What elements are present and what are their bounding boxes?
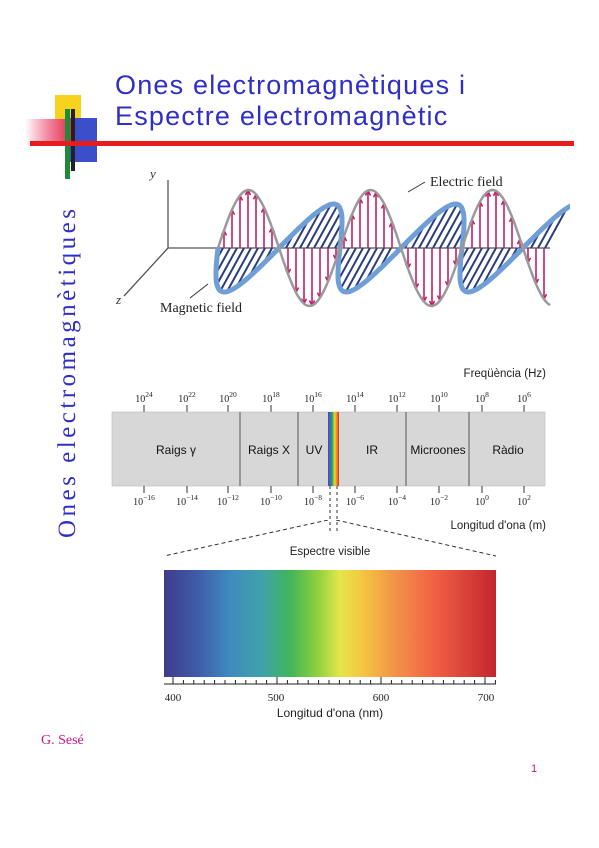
magnetic-arrow: [418, 212, 440, 249]
magnetic-field-wave: [213, 201, 570, 295]
frequency-tick-label: 1020: [219, 390, 237, 405]
band-microwave: Microones: [410, 443, 465, 457]
wavelength-tick-label: 10−6: [346, 493, 364, 508]
frequency-tick-label: 1022: [178, 390, 196, 405]
frequency-tick-label: 1024: [135, 390, 153, 405]
title-line-1: Ones electromagnètiques i: [115, 70, 467, 100]
y-axis-label: y: [148, 166, 156, 181]
magnetic-arrow: [471, 247, 497, 292]
magnetic-arrow: [344, 247, 371, 293]
wavelength-tick-label: 10−8: [304, 493, 322, 508]
magnetic-arrow: [460, 247, 483, 287]
electric-field-label: Electric field: [430, 175, 503, 190]
visible-tick-400: 400: [165, 692, 182, 704]
magnetic-arrow: [481, 247, 504, 287]
frequency-tick-label: 1014: [346, 390, 364, 405]
band-gamma: Raigs γ: [156, 443, 196, 457]
vertical-title: Ones electromagnètiques: [54, 205, 81, 539]
magnetic-arrow: [219, 247, 245, 292]
magnetic-arrow: [439, 207, 463, 249]
magnetic-label-pointer: [189, 283, 209, 299]
wavelength-tick-label: 10−14: [176, 493, 198, 508]
magnetic-arrow: [432, 203, 458, 249]
frequency-tick-label: 106: [517, 390, 531, 405]
magnetic-field-label: Magnetic field: [160, 301, 242, 316]
magnetic-arrow: [320, 211, 342, 249]
zoom-guide-right: [335, 520, 497, 557]
magnetic-arrow: [299, 208, 323, 249]
frequency-tick-label: 108: [475, 390, 489, 405]
title-line-2: Espectre electromagnètic: [115, 101, 449, 131]
visible-tick-500: 500: [268, 692, 285, 704]
visible-minor-ticks: [172, 677, 496, 684]
visible-spectrum: Espectre visible 400 500 600 700 Longitu…: [163, 520, 497, 720]
title-rule: [30, 141, 574, 146]
band-uv: UV: [306, 443, 323, 457]
wavelength-tick-label: 10−12: [217, 493, 239, 508]
em-spectrum: Freqüència (Hz) 1024 1022 1020 1018 1016 1014…: [111, 368, 547, 532]
wavelength-tick-label: 100: [475, 493, 489, 508]
visible-stripe: [328, 412, 339, 486]
magnetic-arrow: [446, 216, 465, 249]
magnetic-arrow: [235, 247, 259, 288]
electric-field-wave: [216, 188, 551, 308]
band-xray: Raigs X: [248, 443, 290, 457]
visible-tick-600: 600: [373, 692, 390, 704]
frequency-ticks: 1024 1022 1020 1018 1016 1014 1012 1010 108 106: [135, 390, 531, 412]
wavelength-tick-label: 10−2: [430, 493, 448, 508]
visible-tick-700: 700: [478, 692, 495, 704]
logo-dark-bar: [71, 109, 75, 171]
magnetic-arrow: [339, 247, 364, 290]
magnetic-arrow: [313, 204, 339, 249]
band-radio: Ràdio: [492, 443, 524, 457]
electric-label-pointer: [407, 181, 426, 193]
magnetic-arrow: [464, 247, 490, 292]
wavelength-ticks: 10−16 10−14 10−12 10−10 10−8 10−6 10−4 10−2 100 1…: [133, 486, 531, 508]
wavelength-label: Longitud d'ona (m): [450, 520, 546, 532]
z-axis-label: z: [115, 292, 121, 307]
frequency-tick-label: 1010: [430, 390, 448, 405]
frequency-tick-label: 1018: [262, 390, 280, 405]
author: G. Sesé: [41, 733, 84, 748]
magnetic-arrow: [425, 205, 451, 249]
frequency-tick-label: 1016: [304, 390, 322, 405]
frequency-tick-label: 1012: [388, 390, 406, 405]
visible-axis-label: Longitud d'ona (nm): [277, 706, 383, 720]
wavelength-tick-label: 102: [517, 493, 531, 508]
magnetic-arrow: [226, 247, 252, 293]
z-axis: [123, 247, 169, 297]
frequency-label: Freqüència (Hz): [464, 368, 547, 380]
visible-spectrum-label: Espectre visible: [290, 546, 371, 558]
wavelength-tick-label: 10−16: [133, 493, 155, 508]
visible-gradient: [164, 570, 496, 677]
magnetic-arrow: [216, 247, 238, 285]
band-ir: IR: [366, 443, 378, 457]
em-wave-diagram: y z Electric field Magnetic field: [115, 166, 570, 316]
logo: [25, 95, 105, 185]
magnetic-field-arrows: [215, 203, 568, 293]
magnetic-arrow: [306, 203, 332, 249]
magnetic-arrow: [337, 247, 357, 281]
magnetic-arrow: [544, 207, 568, 249]
magnetic-arrow: [353, 247, 378, 291]
page-number: 1: [531, 763, 538, 775]
slide-title: Ones electromagnètiques i Espectre elect…: [115, 70, 466, 132]
wavelength-tick-label: 10−10: [260, 493, 282, 508]
wavelength-tick-label: 10−4: [388, 493, 406, 508]
